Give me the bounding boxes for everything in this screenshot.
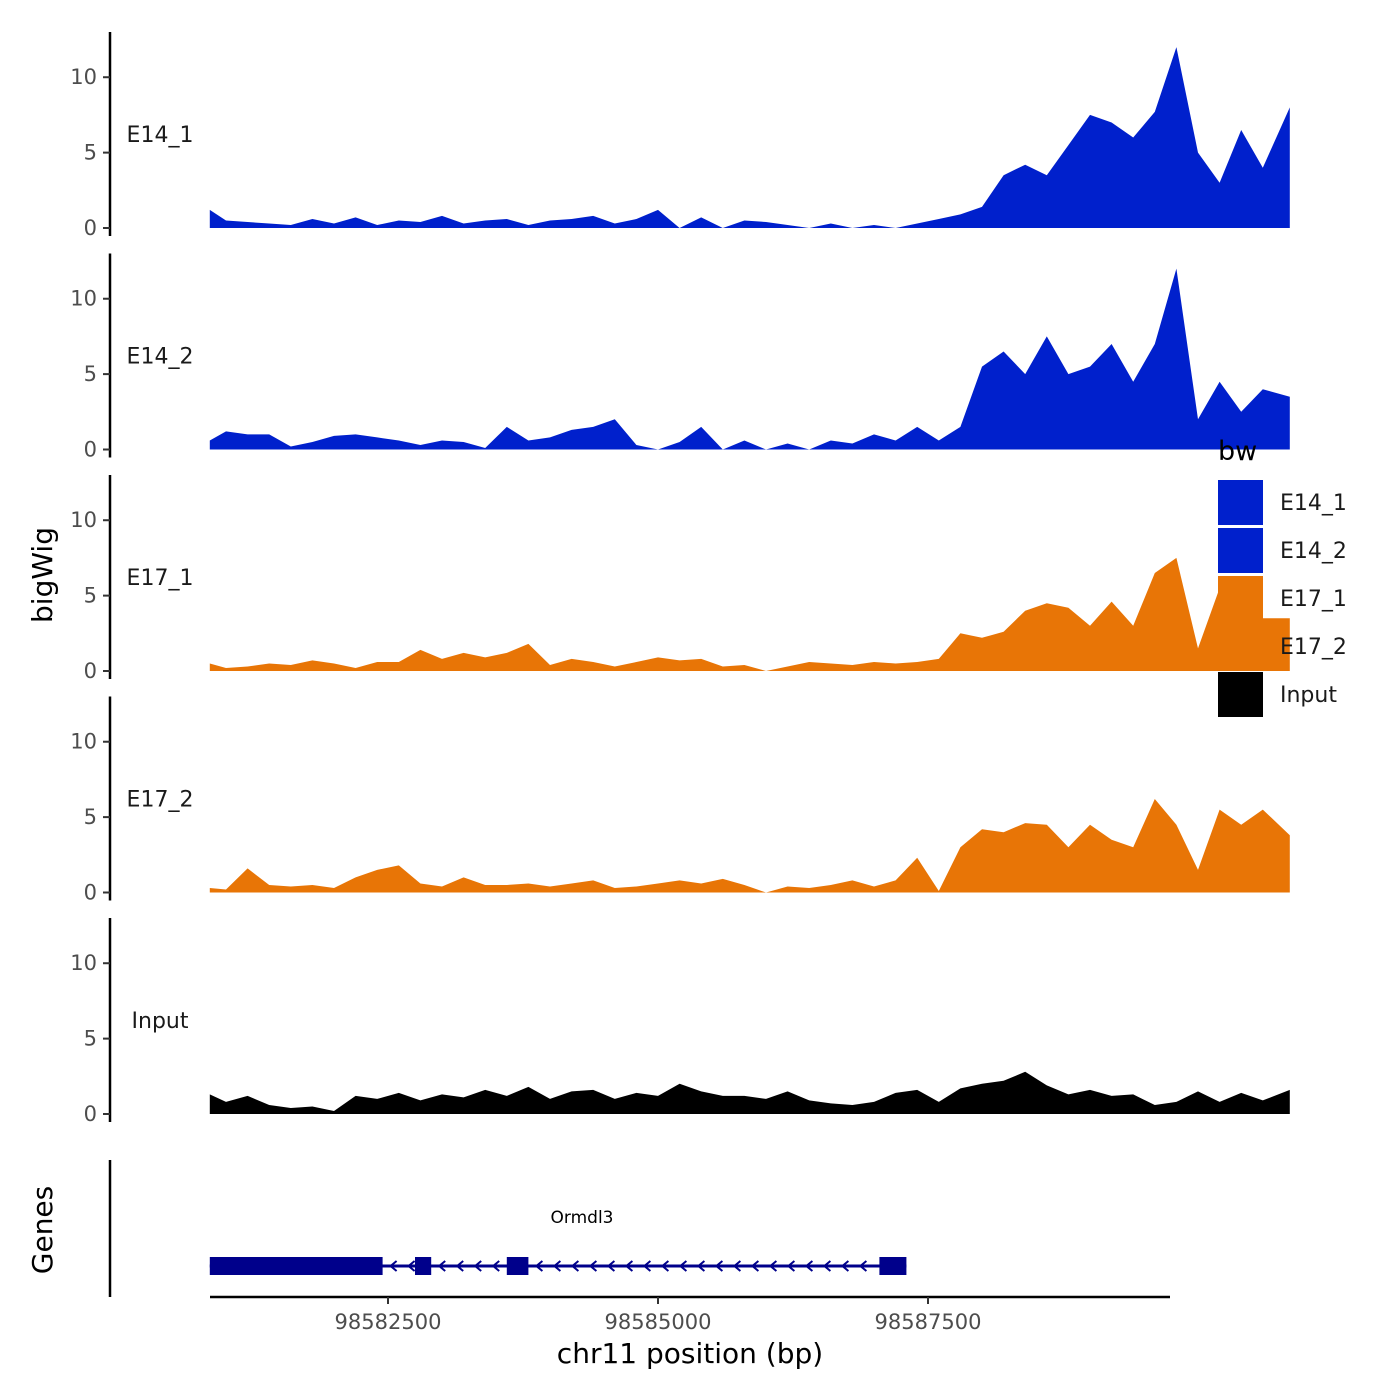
x-axis: chr11 position (bp) 98582500 98585000 9858… <box>210 1295 1170 1370</box>
y-tick-label: 0 <box>84 881 97 905</box>
legend-title: bw <box>1218 436 1257 467</box>
strand-chevron <box>534 1260 544 1272</box>
track-e14_2: 0 5 10 E14_2 <box>70 253 1290 462</box>
y-tick-label: 0 <box>84 438 97 462</box>
y-tick-label: 5 <box>84 584 97 608</box>
y-tick-label: 10 <box>70 65 97 89</box>
strand-chevron <box>768 1260 778 1272</box>
x-axis-title: chr11 position (bp) <box>557 1337 823 1370</box>
strand-chevron <box>678 1260 688 1272</box>
strand-chevron <box>750 1260 760 1272</box>
legend-swatch-e14_2 <box>1218 528 1263 573</box>
legend-label: E14_2 <box>1280 539 1347 564</box>
gene-track: Genes Ormdl3 <box>26 1160 907 1297</box>
x-tick-label: 98585000 <box>605 1310 712 1334</box>
y-tick-label: 5 <box>84 805 97 829</box>
strand-chevron <box>714 1260 724 1272</box>
track-e17_1: 0 5 10 E17_1 <box>70 475 1290 683</box>
strand-chevron <box>491 1260 500 1272</box>
strand-chevron <box>473 1260 482 1272</box>
strand-chevron <box>389 1260 398 1272</box>
legend-label: E17_2 <box>1280 635 1347 660</box>
strand-chevron <box>588 1260 598 1272</box>
legend-label: E17_1 <box>1280 587 1347 612</box>
gene-exon <box>415 1257 432 1275</box>
y-tick-label: 0 <box>84 216 97 240</box>
strand-chevron <box>660 1260 670 1272</box>
series-area-e14_2 <box>209 268 1290 450</box>
y-tick-label: 0 <box>84 1102 97 1126</box>
x-tick-label: 98587500 <box>875 1310 982 1334</box>
gene-exon <box>879 1257 907 1275</box>
track-label: E17_1 <box>127 566 194 591</box>
y-tick-label: 10 <box>70 951 97 975</box>
y-tick-label: 5 <box>84 141 97 165</box>
tracks-layer: 0 5 10 E14_1 0 5 10 E14_2 0 5 10 E17_1 0 5 10 E17_2 0 5 10… <box>70 32 1290 1126</box>
strand-chevron <box>840 1260 850 1272</box>
y-tick-label: 10 <box>70 730 97 754</box>
legend-label: E14_1 <box>1280 491 1347 516</box>
track-label: E14_2 <box>127 345 194 370</box>
legend: bw E14_1 E14_2 E17_1 E17_2 Input <box>1218 436 1347 717</box>
y-tick-label: 0 <box>84 659 97 683</box>
legend-swatch-e14_1 <box>1218 480 1263 525</box>
x-tick-label: 98582500 <box>335 1310 442 1334</box>
y-tick-label: 10 <box>70 287 97 311</box>
strand-chevron <box>606 1260 616 1272</box>
track-label: E17_2 <box>127 788 194 813</box>
gene-exon <box>506 1257 529 1275</box>
y-tick-label: 10 <box>70 508 97 532</box>
track-input: 0 5 10 Input <box>70 918 1290 1126</box>
series-area-input <box>209 1071 1290 1114</box>
track-label: E14_1 <box>127 123 194 148</box>
legend-label: Input <box>1280 683 1337 708</box>
y-axis-title: bigWig <box>26 527 59 623</box>
strand-chevron <box>624 1260 634 1272</box>
strand-chevron <box>407 1260 416 1272</box>
track-e14_1: 0 5 10 E14_1 <box>70 32 1290 240</box>
legend-swatch-e17_2 <box>1218 624 1263 669</box>
series-area-e17_1 <box>209 557 1290 671</box>
strand-chevron <box>570 1260 580 1272</box>
strand-chevron <box>437 1260 446 1272</box>
track-e17_2: 0 5 10 E17_2 <box>70 696 1290 905</box>
strand-chevron <box>804 1260 814 1272</box>
series-area-e17_2 <box>209 799 1290 893</box>
y-tick-label: 5 <box>84 362 97 386</box>
strand-chevron <box>696 1260 706 1272</box>
strand-chevron <box>822 1260 832 1272</box>
legend-swatch-input <box>1218 672 1263 717</box>
gene-exon <box>209 1257 383 1275</box>
track-label: Input <box>132 1009 189 1034</box>
legend-swatch-e17_1 <box>1218 576 1263 621</box>
strand-chevron <box>732 1260 742 1272</box>
strand-chevron <box>552 1260 562 1272</box>
gene-track-label: Genes <box>26 1186 59 1274</box>
strand-chevron <box>858 1260 868 1272</box>
strand-chevron <box>455 1260 464 1272</box>
strand-chevron <box>786 1260 796 1272</box>
series-area-e14_1 <box>209 47 1290 228</box>
strand-chevron <box>642 1260 652 1272</box>
y-tick-label: 5 <box>84 1027 97 1051</box>
gene-name-label: Ormdl3 <box>551 1208 614 1228</box>
